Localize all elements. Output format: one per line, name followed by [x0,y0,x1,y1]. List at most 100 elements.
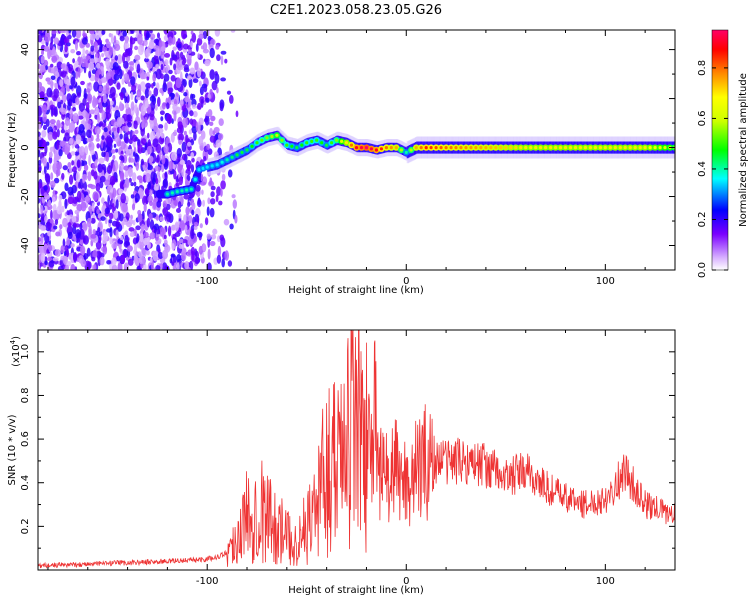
noise-speckle [183,64,189,71]
snr-panel: -100 0 100 0.2 0.4 0.6 0.8 1.0 Height of straig… [7,329,676,596]
noise-speckle [82,237,86,244]
noise-speckle [49,146,55,152]
x-tick-label: 0 [403,576,409,587]
noise-speckle [128,61,135,66]
noise-speckle [119,155,124,161]
noise-speckle [187,201,191,207]
noise-speckle [47,65,52,73]
noise-speckle [191,93,196,99]
noise-speckle [224,58,228,64]
noise-speckle [206,206,210,216]
noise-speckle [47,199,52,207]
noise-speckle [199,86,204,96]
noise-speckle [178,139,184,145]
noise-speckle [160,46,166,52]
noise-speckle [105,106,111,114]
noise-speckle [77,67,81,78]
noise-speckle [59,36,65,47]
y-tick-label: 0 [20,144,31,150]
noise-speckle [229,223,234,230]
noise-speckle [40,252,46,264]
ridge-point-peak [335,138,339,142]
noise-speckle [60,70,67,78]
noise-speckle [181,30,187,40]
noise-speckle [195,184,201,192]
ridge-point-peak [608,146,612,150]
noise-speckle [44,260,48,266]
noise-speckle [216,87,219,94]
noise-speckle [90,135,94,142]
noise-speckle [69,174,74,185]
noise-speckle [85,49,89,55]
noise-speckle [59,79,64,87]
noise-speckle [200,181,206,186]
noise-speckle [164,59,169,66]
noise-speckle [114,210,119,219]
colorbar-tick-label: 0.2 [697,212,708,228]
noise-speckle [54,106,58,117]
noise-speckle [96,250,102,258]
noise-speckle [143,39,148,47]
noise-speckle [57,169,61,176]
noise-speckle [87,119,92,125]
noise-speckle [161,153,166,165]
noise-speckle [147,181,151,190]
ridge-point-peak [280,138,284,142]
noise-speckle [121,78,125,85]
noise-speckle [39,65,46,73]
noise-speckle [155,236,159,241]
noise-speckle [99,121,104,127]
noise-speckle [109,175,116,186]
spectrogram-marks [38,30,675,270]
noise-speckle [115,148,119,153]
noise-speckle [182,117,188,128]
noise-speckle [136,34,143,45]
noise-speckle [199,30,204,35]
noise-speckle [90,234,97,239]
noise-speckle [45,141,50,146]
noise-speckle [167,87,174,93]
noise-speckle [108,219,113,224]
ridge-point-peak [201,166,205,170]
noise-speckle [147,139,151,147]
noise-speckle [101,46,108,52]
noise-speckle [83,164,89,171]
x-tick-label: 100 [596,276,615,287]
noise-speckle [38,264,41,270]
noise-speckle [191,104,197,109]
noise-speckle [96,208,100,215]
noise-speckle [41,50,44,55]
noise-speckle [122,203,128,213]
noise-speckle [48,260,55,268]
ridge-point-peak [265,136,269,140]
noise-speckle [60,129,65,134]
noise-speckle [79,222,83,230]
noise-speckle [38,213,41,219]
noise-speckle [146,145,153,154]
noise-speckle [97,227,101,233]
noise-speckle [190,30,194,35]
noise-speckle [146,217,151,228]
noise-speckle [168,160,174,172]
y-tick-label: -40 [20,237,31,253]
noise-speckle [206,143,211,151]
noise-speckle [94,45,98,53]
noise-speckle [216,186,222,197]
noise-speckle [171,261,175,266]
noise-speckle [153,87,159,97]
noise-speckle [166,102,170,110]
noise-speckle [102,93,107,104]
noise-speckle [59,224,63,230]
noise-speckle [188,77,193,89]
noise-speckle [140,223,145,232]
noise-speckle [215,194,219,203]
noise-speckle [149,232,156,240]
noise-speckle [181,252,187,261]
noise-speckle [103,127,108,133]
noise-speckle [125,48,131,54]
noise-speckle [149,219,155,230]
noise-speckle [170,75,176,82]
snr-frame [37,329,676,571]
noise-speckle [137,44,144,56]
noise-speckle [101,53,105,58]
